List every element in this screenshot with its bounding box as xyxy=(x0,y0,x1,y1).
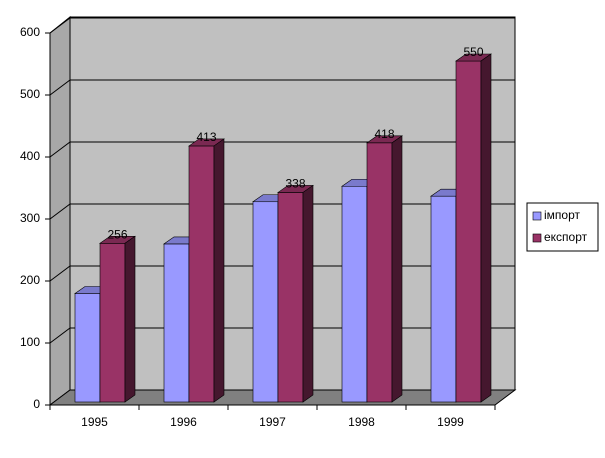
x-tick-label: 1995 xyxy=(81,415,108,429)
bar xyxy=(188,145,215,403)
x-tick-label: 1998 xyxy=(348,415,375,429)
grid-line xyxy=(49,17,515,34)
value-label: 256 xyxy=(107,227,127,241)
bar-side xyxy=(480,53,492,403)
y-tick-label: 300 xyxy=(20,211,40,225)
y-tick-label: 200 xyxy=(20,273,40,287)
x-tick-label: 1997 xyxy=(259,415,286,429)
legend-swatch xyxy=(532,211,542,221)
y-tick-label: 100 xyxy=(20,335,40,349)
bar-side xyxy=(391,135,403,403)
value-label: 413 xyxy=(196,130,216,144)
bar xyxy=(455,60,482,403)
grid-line xyxy=(49,79,515,96)
bar xyxy=(430,195,457,403)
value-label: 418 xyxy=(374,127,394,141)
x-tick-label: 1999 xyxy=(437,415,464,429)
bar xyxy=(277,192,304,403)
legend-label: імпорт xyxy=(544,208,580,222)
y-tick-label: 600 xyxy=(20,25,40,39)
bar xyxy=(163,243,190,403)
bar xyxy=(252,201,279,403)
bar xyxy=(341,185,368,403)
bar-side xyxy=(302,184,314,403)
bar-side xyxy=(124,235,136,403)
bar-side xyxy=(213,138,225,403)
legend xyxy=(526,202,599,252)
bar xyxy=(74,293,101,403)
bar xyxy=(99,242,126,403)
value-label: 550 xyxy=(463,45,483,59)
y-tick-label: 0 xyxy=(33,397,40,411)
y-tick-label: 500 xyxy=(20,87,40,101)
value-label: 338 xyxy=(285,177,305,191)
y-tick-label: 400 xyxy=(20,149,40,163)
legend-swatch xyxy=(532,233,542,243)
bar xyxy=(366,142,393,403)
legend-label: експорт xyxy=(544,230,588,244)
x-tick-label: 1996 xyxy=(170,415,197,429)
grid-line xyxy=(49,141,515,158)
